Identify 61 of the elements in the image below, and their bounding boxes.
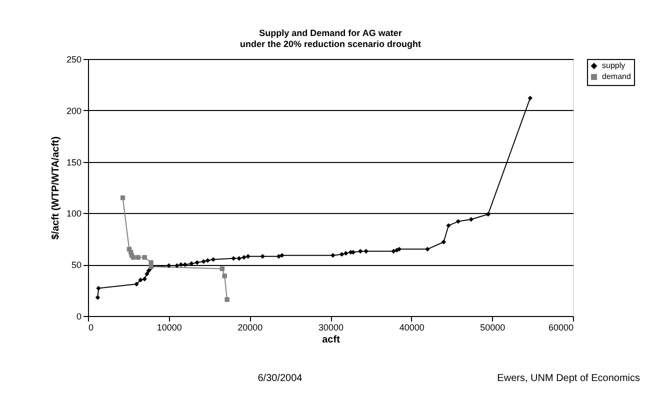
point	[210, 257, 216, 262]
x-tick-label: 50000	[480, 322, 506, 332]
x-tick-label: 40000	[399, 322, 424, 332]
point	[231, 256, 236, 261]
x-axis-title: acft	[322, 334, 341, 346]
point	[95, 295, 100, 300]
point	[205, 258, 210, 263]
point	[330, 253, 336, 258]
point	[142, 255, 147, 260]
point	[178, 262, 184, 267]
x-tick-label: 20000	[238, 322, 263, 332]
point	[468, 217, 474, 222]
point	[486, 212, 490, 217]
legend-label: supply	[602, 61, 626, 70]
y-tick-label: 250	[66, 54, 82, 64]
point	[224, 297, 230, 302]
point	[201, 259, 206, 264]
legend-label: demand	[602, 72, 631, 81]
point	[242, 255, 246, 260]
point	[260, 254, 265, 259]
point	[222, 274, 227, 278]
point	[138, 278, 143, 282]
point	[174, 263, 180, 268]
point	[456, 219, 461, 224]
point	[194, 260, 200, 265]
text: Ewers, UNM Dept of Economics	[497, 373, 640, 384]
x-tick-label: 0	[88, 322, 94, 332]
text: 6/30/2004	[258, 373, 303, 384]
x-tick-label: 30000	[318, 322, 344, 332]
y-tick-label: 150	[66, 157, 82, 168]
point	[358, 248, 363, 254]
point	[391, 248, 396, 254]
point	[246, 254, 250, 259]
y-axis-title: $/acft (WTP/WTA/acft)	[50, 136, 62, 240]
point	[425, 246, 430, 252]
y-tick-label: 200	[66, 106, 82, 116]
point	[446, 223, 451, 228]
y-tick-label: 50	[71, 260, 82, 270]
point	[166, 263, 172, 268]
x-tick-label: 10000	[156, 322, 182, 332]
point	[280, 253, 284, 258]
y-tick-label: 0	[76, 312, 82, 322]
point	[136, 255, 140, 260]
point	[344, 250, 348, 256]
point	[96, 286, 101, 291]
point	[220, 266, 225, 272]
point	[144, 272, 150, 276]
point	[339, 252, 344, 257]
y-tick-label: 100	[66, 208, 82, 219]
x-tick-label: 60000	[548, 322, 574, 332]
text: Supply and Demand for AG water	[259, 28, 402, 38]
point	[236, 256, 242, 261]
point	[134, 282, 139, 286]
point	[182, 262, 188, 267]
text: under the 20% reduction scenario drought	[240, 39, 422, 49]
point	[528, 96, 533, 100]
point	[148, 260, 154, 265]
point	[441, 240, 446, 244]
point	[142, 276, 147, 282]
point	[364, 248, 368, 254]
point	[120, 195, 126, 200]
